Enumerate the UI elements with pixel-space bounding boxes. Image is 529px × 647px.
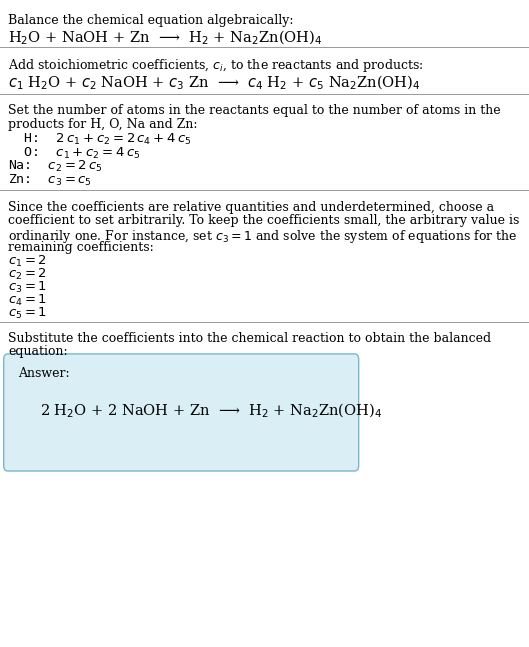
Text: Add stoichiometric coefficients, $c_i$, to the reactants and products:: Add stoichiometric coefficients, $c_i$, …: [8, 57, 423, 74]
Text: Zn:  $c_3 = c_5$: Zn: $c_3 = c_5$: [8, 173, 92, 188]
Text: $c_5 = 1$: $c_5 = 1$: [8, 306, 47, 321]
Text: Balance the chemical equation algebraically:: Balance the chemical equation algebraica…: [8, 14, 294, 27]
Text: $c_3 = 1$: $c_3 = 1$: [8, 280, 47, 295]
Text: $c_1$ H$_2$O + $c_2$ NaOH + $c_3$ Zn  ⟶  $c_4$ H$_2$ + $c_5$ Na$_2$Zn(OH)$_4$: $c_1$ H$_2$O + $c_2$ NaOH + $c_3$ Zn ⟶ $…: [8, 73, 421, 91]
Text: $c_1 = 2$: $c_1 = 2$: [8, 254, 47, 269]
Text: O:  $c_1 + c_2 = 4\,c_5$: O: $c_1 + c_2 = 4\,c_5$: [8, 146, 140, 160]
Text: equation:: equation:: [8, 345, 68, 358]
Text: coefficient to set arbitrarily. To keep the coefficients small, the arbitrary va: coefficient to set arbitrarily. To keep …: [8, 214, 519, 227]
Text: H$_2$O + NaOH + Zn  ⟶  H$_2$ + Na$_2$Zn(OH)$_4$: H$_2$O + NaOH + Zn ⟶ H$_2$ + Na$_2$Zn(OH…: [8, 28, 322, 47]
Text: Answer:: Answer:: [19, 367, 70, 380]
Text: Substitute the coefficients into the chemical reaction to obtain the balanced: Substitute the coefficients into the che…: [8, 332, 491, 345]
Text: ordinarily one. For instance, set $c_3 = 1$ and solve the system of equations fo: ordinarily one. For instance, set $c_3 =…: [8, 228, 517, 245]
Text: $c_4 = 1$: $c_4 = 1$: [8, 293, 47, 308]
Text: Set the number of atoms in the reactants equal to the number of atoms in the: Set the number of atoms in the reactants…: [8, 104, 500, 116]
Text: Since the coefficients are relative quantities and underdetermined, choose a: Since the coefficients are relative quan…: [8, 201, 494, 214]
Text: H:  $2\,c_1 + c_2 = 2\,c_4 + 4\,c_5$: H: $2\,c_1 + c_2 = 2\,c_4 + 4\,c_5$: [8, 132, 191, 147]
FancyBboxPatch shape: [4, 354, 359, 471]
Text: remaining coefficients:: remaining coefficients:: [8, 241, 154, 254]
Text: products for H, O, Na and Zn:: products for H, O, Na and Zn:: [8, 118, 197, 131]
Text: $c_2 = 2$: $c_2 = 2$: [8, 267, 47, 282]
Text: 2 H$_2$O + 2 NaOH + Zn  ⟶  H$_2$ + Na$_2$Zn(OH)$_4$: 2 H$_2$O + 2 NaOH + Zn ⟶ H$_2$ + Na$_2$Z…: [40, 401, 382, 419]
Text: Na:  $c_2 = 2\,c_5$: Na: $c_2 = 2\,c_5$: [8, 159, 103, 174]
